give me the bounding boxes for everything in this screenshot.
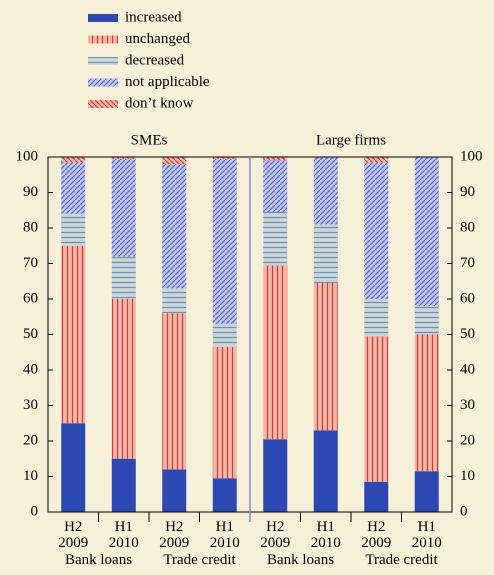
y2-tick-label: 90	[460, 184, 475, 200]
bar-segment	[364, 481, 389, 512]
panel-title: SMEs	[131, 132, 168, 148]
group-label: Trade credit	[365, 552, 438, 568]
group-label: Trade credit	[163, 552, 236, 568]
bar-segment	[263, 265, 288, 440]
x-tick-label: H1 2010	[411, 519, 442, 551]
y2-tick-label: 60	[460, 290, 475, 306]
y2-tick-label: 80	[460, 219, 475, 235]
bar-segment	[414, 471, 439, 512]
y2-tick-label: 20	[460, 432, 475, 448]
group-label: Bank loans	[266, 552, 335, 568]
y2-tick-label: 0	[460, 503, 468, 519]
bar-segment	[61, 157, 86, 163]
legend-label: don’t know	[125, 95, 194, 111]
y2-tick-label: 10	[460, 468, 475, 484]
y-tick-label: 100	[16, 148, 39, 164]
bar-segment	[162, 288, 187, 314]
bar-segment	[162, 157, 187, 165]
bar-segment	[313, 224, 338, 284]
bar-segment	[364, 299, 389, 337]
bar-segment	[313, 157, 338, 225]
bar-segment	[111, 158, 136, 257]
y2-tick-label: 70	[460, 255, 475, 271]
bar-segment	[61, 423, 86, 512]
bar-segment	[414, 306, 439, 335]
y-tick-label: 0	[31, 503, 39, 519]
legend-swatch	[88, 57, 118, 65]
y-tick-label: 70	[23, 255, 38, 271]
y-tick-label: 80	[23, 219, 38, 235]
y2-tick-label: 100	[460, 148, 483, 164]
bar-segment	[162, 469, 187, 512]
y-tick-label: 90	[23, 184, 38, 200]
legend-label: not applicable	[125, 74, 210, 90]
bar-segment	[61, 162, 86, 214]
bar-segment	[212, 323, 237, 347]
bar-segment	[263, 160, 288, 213]
y-tick-label: 10	[23, 468, 38, 484]
legend-label: unchanged	[125, 31, 190, 47]
x-tick-label: H1 2010	[310, 519, 341, 551]
legend-swatch	[88, 78, 118, 87]
y2-tick-label: 30	[460, 397, 475, 413]
bar-segment	[212, 478, 237, 512]
y-tick-label: 20	[23, 432, 38, 448]
y-tick-label: 50	[23, 326, 38, 342]
bar-segment	[61, 213, 86, 246]
bar-segment	[364, 336, 389, 482]
legend-label: increased	[125, 9, 182, 25]
x-tick-label: H1 2010	[108, 519, 139, 551]
y-tick-label: 60	[23, 290, 38, 306]
x-tick-label: H2 2009	[58, 519, 89, 551]
bar-segment	[111, 157, 136, 159]
legend-label: decreased	[125, 52, 185, 68]
bar-segment	[111, 299, 136, 459]
bar-segment	[162, 164, 187, 289]
group-label: Bank loans	[64, 552, 133, 568]
bar-segment	[111, 458, 136, 512]
bar-segment	[61, 245, 86, 424]
panel-title: Large firms	[316, 132, 386, 148]
bar-segment	[263, 439, 288, 512]
bar-segment	[111, 256, 136, 299]
y-tick-label: 30	[23, 397, 38, 413]
bar-segment	[263, 157, 288, 161]
bar-segment	[263, 212, 288, 266]
x-tick-label: H1 2010	[209, 519, 240, 551]
bar-segment	[313, 283, 338, 431]
bar-segment	[212, 157, 237, 159]
x-tick-label: H2 2009	[159, 519, 190, 551]
bar-segment	[414, 157, 439, 307]
y2-tick-label: 50	[460, 326, 475, 342]
bar-segment	[414, 334, 439, 472]
legend-swatch	[88, 14, 118, 22]
bar-segment	[212, 346, 237, 479]
x-tick-label: H2 2009	[260, 519, 291, 551]
y-tick-label: 40	[23, 361, 38, 377]
legend-swatch	[88, 35, 118, 44]
bar-segment	[364, 162, 389, 299]
bar-segment	[162, 313, 187, 470]
bar-segment	[212, 158, 237, 324]
y2-tick-label: 40	[460, 361, 475, 377]
bar-segment	[313, 430, 338, 512]
x-tick-label: H2 2009	[361, 519, 392, 551]
bar-segment	[364, 157, 389, 163]
legend-swatch	[88, 100, 118, 108]
